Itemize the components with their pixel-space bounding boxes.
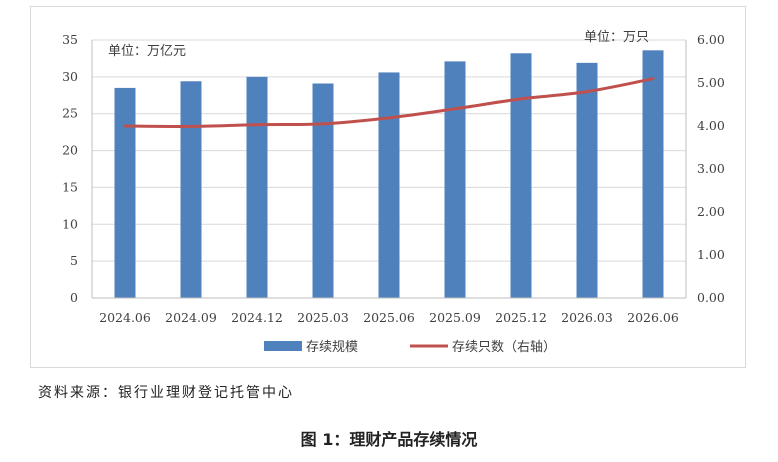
legend-swatch-bar bbox=[264, 341, 302, 351]
y-left-tick-label: 30 bbox=[62, 69, 78, 84]
y-right-tick-label: 0.00 bbox=[697, 290, 725, 305]
bar bbox=[576, 62, 598, 299]
y-right-tick-label: 1.00 bbox=[697, 247, 725, 262]
chart-frame bbox=[30, 6, 746, 368]
series-line bbox=[123, 77, 655, 128]
x-tick-label: 2024.09 bbox=[165, 310, 217, 325]
source-note: 资料来源：银行业理财登记托管中心 bbox=[38, 385, 294, 401]
bar bbox=[378, 72, 400, 298]
y-left-tick-label: 15 bbox=[62, 179, 78, 194]
bar bbox=[510, 53, 532, 298]
y-left-tick-label: 0 bbox=[70, 290, 78, 305]
x-tick-label: 2025.06 bbox=[363, 310, 415, 325]
bar bbox=[642, 50, 664, 298]
x-tick-label: 2025.12 bbox=[495, 310, 547, 325]
bar bbox=[246, 76, 268, 298]
y-right-tick-label: 6.00 bbox=[697, 32, 725, 47]
bar bbox=[180, 81, 202, 298]
figure-caption: 图 1：理财产品存续情况 bbox=[300, 430, 478, 449]
y-right-tick-label: 5.00 bbox=[697, 75, 725, 90]
left-unit-label: 单位：万亿元 bbox=[108, 44, 186, 59]
y-left-tick-label: 25 bbox=[62, 106, 78, 121]
y-left-tick-label: 5 bbox=[70, 253, 78, 268]
y-left-tick-label: 20 bbox=[62, 143, 78, 158]
x-tick-label: 2025.09 bbox=[429, 310, 481, 325]
bar bbox=[312, 83, 334, 299]
x-tick-label: 2026.06 bbox=[627, 310, 679, 325]
bar bbox=[444, 61, 466, 299]
right-unit-label: 单位：万只 bbox=[584, 30, 649, 45]
x-tick-label: 2026.03 bbox=[561, 310, 613, 325]
y-right-tick-label: 2.00 bbox=[697, 204, 725, 219]
x-tick-label: 2024.12 bbox=[231, 310, 283, 325]
y-left-tick-label: 10 bbox=[62, 216, 78, 231]
legend-label-bar: 存续规模 bbox=[306, 340, 358, 355]
x-tick-label: 2024.06 bbox=[99, 310, 151, 325]
x-tick-label: 2025.03 bbox=[297, 310, 349, 325]
bar bbox=[114, 87, 136, 299]
y-left-tick-label: 35 bbox=[62, 32, 78, 47]
legend-label-line: 存续只数（右轴） bbox=[452, 340, 556, 355]
chart: 0 5 10 15 20 25 30 35 0.00 1.00 2.00 3.00 4.00 5.00 6.… bbox=[62, 30, 725, 355]
y-right-tick-label: 4.00 bbox=[697, 118, 725, 133]
y-right-tick-label: 3.00 bbox=[697, 161, 725, 176]
